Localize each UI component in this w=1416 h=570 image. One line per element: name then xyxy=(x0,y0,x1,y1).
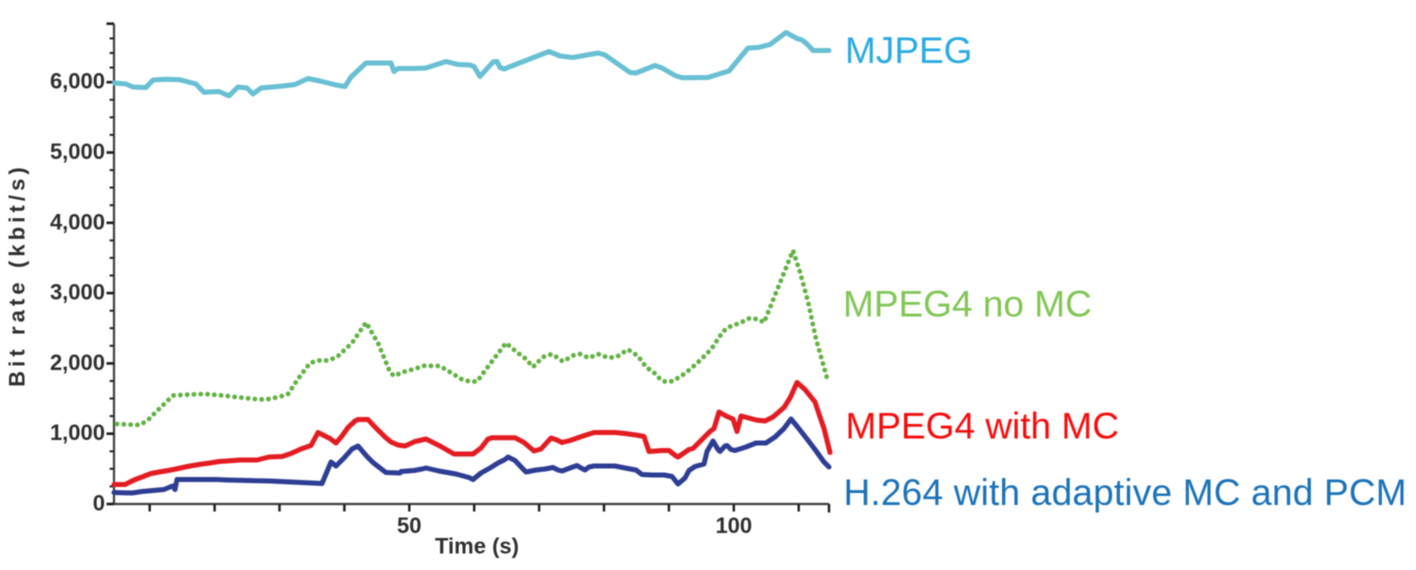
svg-text:Time (s): Time (s) xyxy=(435,534,519,559)
svg-text:0: 0 xyxy=(93,491,105,516)
svg-text:1,000: 1,000 xyxy=(50,420,105,445)
svg-text:MJPEG: MJPEG xyxy=(845,30,972,71)
svg-text:Bit rate (kbit/s): Bit rate (kbit/s) xyxy=(5,163,30,387)
svg-text:100: 100 xyxy=(715,513,752,538)
svg-text:H.264 with adaptive MC and PCM: H.264 with adaptive MC and PCM xyxy=(844,472,1407,513)
svg-text:5,000: 5,000 xyxy=(50,139,105,164)
svg-text:50: 50 xyxy=(397,513,421,538)
svg-text:4,000: 4,000 xyxy=(50,209,105,234)
svg-text:MPEG4 with MC: MPEG4 with MC xyxy=(846,406,1119,447)
svg-text:6,000: 6,000 xyxy=(50,69,105,94)
svg-text:2,000: 2,000 xyxy=(50,350,105,375)
svg-text:3,000: 3,000 xyxy=(50,280,105,305)
svg-text:MPEG4 no MC: MPEG4 no MC xyxy=(843,284,1092,325)
